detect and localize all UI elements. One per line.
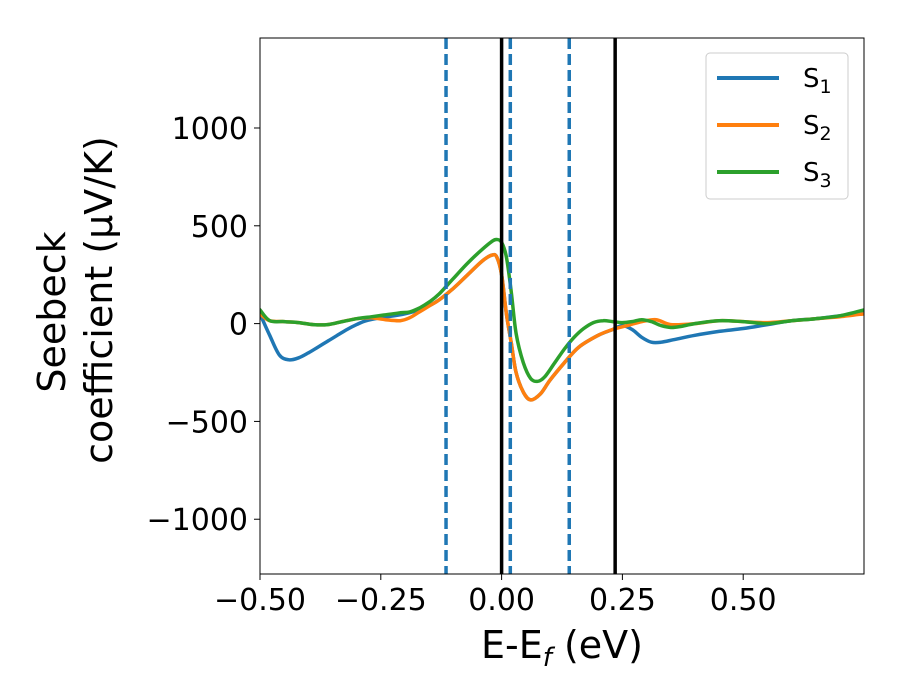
legend-label-s3: S3 xyxy=(803,158,832,192)
x-axis-title: E-Ef (eV) xyxy=(481,623,643,673)
legend: S1 S2 S3 xyxy=(705,52,849,200)
x-tick-label: −0.25 xyxy=(335,583,427,618)
x-axis-title-main: E-E xyxy=(481,623,543,667)
legend-label-s2: S2 xyxy=(803,111,832,145)
tick-layer: −0.50 −0.25 0.00 0.25 0.50 −1000 −500 0 500 1000 xyxy=(147,112,777,618)
y-tick-label: 500 xyxy=(191,210,248,245)
y-tick-label: 0 xyxy=(229,308,248,343)
y-tick-label: −500 xyxy=(166,405,248,440)
x-tick-label: 0.25 xyxy=(589,583,656,618)
legend-label-s1: S1 xyxy=(803,64,832,98)
y-axis-title-line2: coefficient (μV/K) xyxy=(77,136,121,464)
x-tick-label: 0.50 xyxy=(710,583,777,618)
series-layer xyxy=(260,237,864,402)
y-axis-title-line1: Seebeck xyxy=(30,231,74,392)
y-tick-label: −1000 xyxy=(147,503,248,538)
vline-layer xyxy=(444,38,617,574)
series-line-s1 xyxy=(260,252,864,402)
plot-frame xyxy=(259,37,865,575)
x-tick-label: −0.50 xyxy=(214,583,306,618)
series-line-s3 xyxy=(260,237,864,384)
y-tick-label: 1000 xyxy=(172,112,248,147)
x-tick-label: 0.00 xyxy=(468,583,535,618)
x-axis-title-unit: (eV) xyxy=(552,623,643,667)
